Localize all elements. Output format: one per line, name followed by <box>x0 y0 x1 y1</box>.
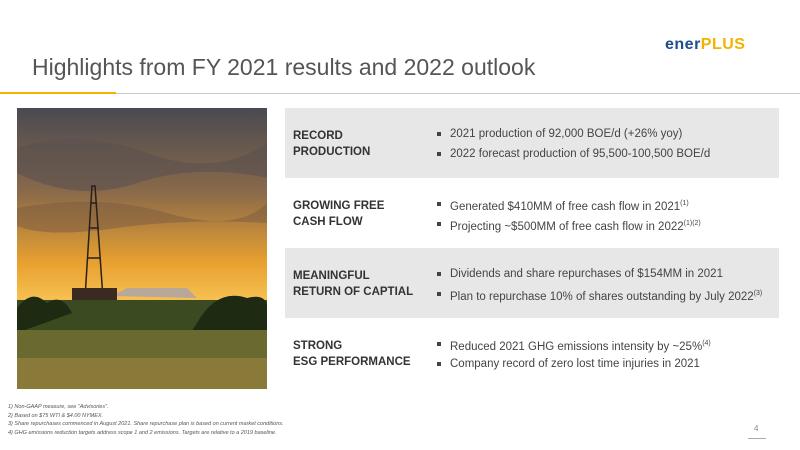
bullet-list: Reduced 2021 GHG emissions intensity by … <box>435 334 711 374</box>
logo-plus: PLUS <box>700 36 746 53</box>
footnote-ref: (1)(2) <box>683 220 701 227</box>
footnote-ref: (4) <box>702 340 711 347</box>
title-rule <box>116 92 800 94</box>
bullet: Company record of zero lost time injurie… <box>435 354 711 374</box>
footnote: 4) GHG emissions reduction targets addre… <box>8 429 277 436</box>
bullet-text: 2021 production of 92,000 BOE/d (+26% yo… <box>450 128 683 140</box>
footnote-ref: (3) <box>753 290 763 297</box>
row-label-line: GROWING FREE <box>293 200 385 212</box>
bullet: Reduced 2021 GHG emissions intensity by … <box>435 334 711 354</box>
logo-ener: ener <box>665 36 701 53</box>
bullet: Projecting ~$500MM of free cash flow in … <box>435 214 701 234</box>
row-label-line: ESG PERFORMANCE <box>293 356 411 368</box>
footnote: 1) Non-GAAP measure, see "Advisories". <box>8 404 109 410</box>
row-label-line: RECORD <box>293 130 343 142</box>
highlight-row: RECORD PRODUCTION 2021 production of 92,00… <box>285 108 779 178</box>
logo: enerPLUS <box>665 36 745 54</box>
row-label: STRONG ESG PERFORMANCE <box>293 338 411 370</box>
bullet: 2021 production of 92,000 BOE/d (+26% yo… <box>435 124 710 144</box>
highlight-row: GROWING FREE CASH FLOW Generated $410MM of… <box>285 178 779 248</box>
highlight-row: MEANINGFUL RETURN OF CAPTIAL Dividends and… <box>285 248 779 318</box>
row-label-line: MEANINGFUL <box>293 270 370 282</box>
bullet: Dividends and share repurchases of $154M… <box>435 264 762 284</box>
accent-rule <box>0 92 116 94</box>
bullet-list: 2021 production of 92,000 BOE/d (+26% yo… <box>435 124 710 164</box>
page-number-rule <box>748 438 766 439</box>
row-label-line: RETURN OF CAPTIAL <box>293 286 414 298</box>
row-label-line: CASH FLOW <box>293 216 363 228</box>
bullet-list: Dividends and share repurchases of $154M… <box>435 264 762 304</box>
bullet-text: Company record of zero lost time injurie… <box>450 358 700 370</box>
row-label: RECORD PRODUCTION <box>293 128 370 160</box>
bullet: 2022 forecast production of 95,500-100,5… <box>435 144 710 164</box>
footnote: 2) Based on $75 WTI & $4.00 NYMEX. <box>8 412 104 419</box>
footnote: 3) Share repurchases commenced in August… <box>8 421 284 427</box>
footnotes: 1) Non-GAAP measure, see "Advisories". 2)… <box>8 403 284 437</box>
highlight-row: STRONG ESG PERFORMANCE Reduced 2021 GHG em… <box>285 318 779 388</box>
bullet-text: Projecting ~$500MM of free cash flow in … <box>450 220 684 233</box>
row-label-line: PRODUCTION <box>293 146 371 158</box>
bullet: Plan to repurchase 10% of shares outstan… <box>435 284 762 304</box>
slide-title: Highlights from FY 2021 results and 2022… <box>32 54 536 80</box>
page-number: 4 <box>754 424 759 433</box>
bullet-list: Generated $410MM of free cash flow in 20… <box>435 194 701 234</box>
bullet-text: Generated $410MM of free cash flow in 20… <box>450 200 681 213</box>
row-label: MEANINGFUL RETURN OF CAPTIAL <box>293 268 413 300</box>
bullet: Generated $410MM of free cash flow in 20… <box>435 194 701 214</box>
row-label-line: STRONG <box>293 340 343 352</box>
photo <box>17 108 267 389</box>
bullet-text: Plan to repurchase 10% of shares outstan… <box>450 290 754 303</box>
row-label: GROWING FREE CASH FLOW <box>293 198 384 230</box>
footnote-ref: (1) <box>680 200 689 207</box>
bullet-text: Reduced 2021 GHG emissions intensity by … <box>450 340 703 353</box>
bullet-text: Dividends and share repurchases of $154M… <box>450 268 723 280</box>
bullet-text: 2022 forecast production of 95,500-100,5… <box>450 148 711 160</box>
